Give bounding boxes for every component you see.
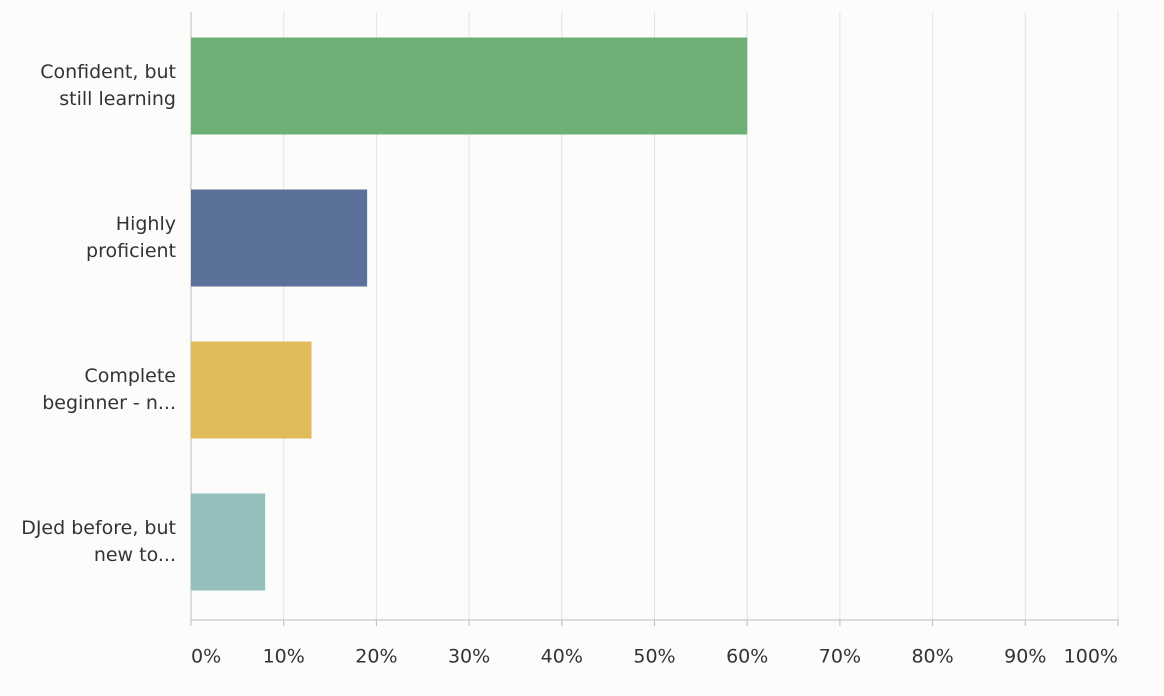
x-tick-label: 100%: [1064, 646, 1118, 668]
x-tick-label: 30%: [448, 646, 490, 668]
y-tick-label: DJed before, but new to...: [21, 517, 176, 566]
x-tick-label: 50%: [633, 646, 675, 668]
y-tick-label: Confident, but still learning: [40, 61, 176, 110]
x-tick-label: 0%: [191, 646, 221, 668]
bar: [191, 493, 266, 591]
x-tick-label: 10%: [263, 646, 305, 668]
x-tick-label: 70%: [819, 646, 861, 668]
bar: [191, 189, 368, 287]
x-tick-label: 60%: [726, 646, 768, 668]
x-tick-label: 90%: [1004, 646, 1046, 668]
x-tick-label: 20%: [355, 646, 397, 668]
y-tick-label: Complete beginner - n...: [42, 365, 176, 414]
x-tick-label: 80%: [911, 646, 953, 668]
y-tick-label: Highly proficient: [86, 213, 176, 262]
bar: [191, 341, 312, 439]
x-tick-label: 40%: [541, 646, 583, 668]
bar: [191, 37, 748, 135]
